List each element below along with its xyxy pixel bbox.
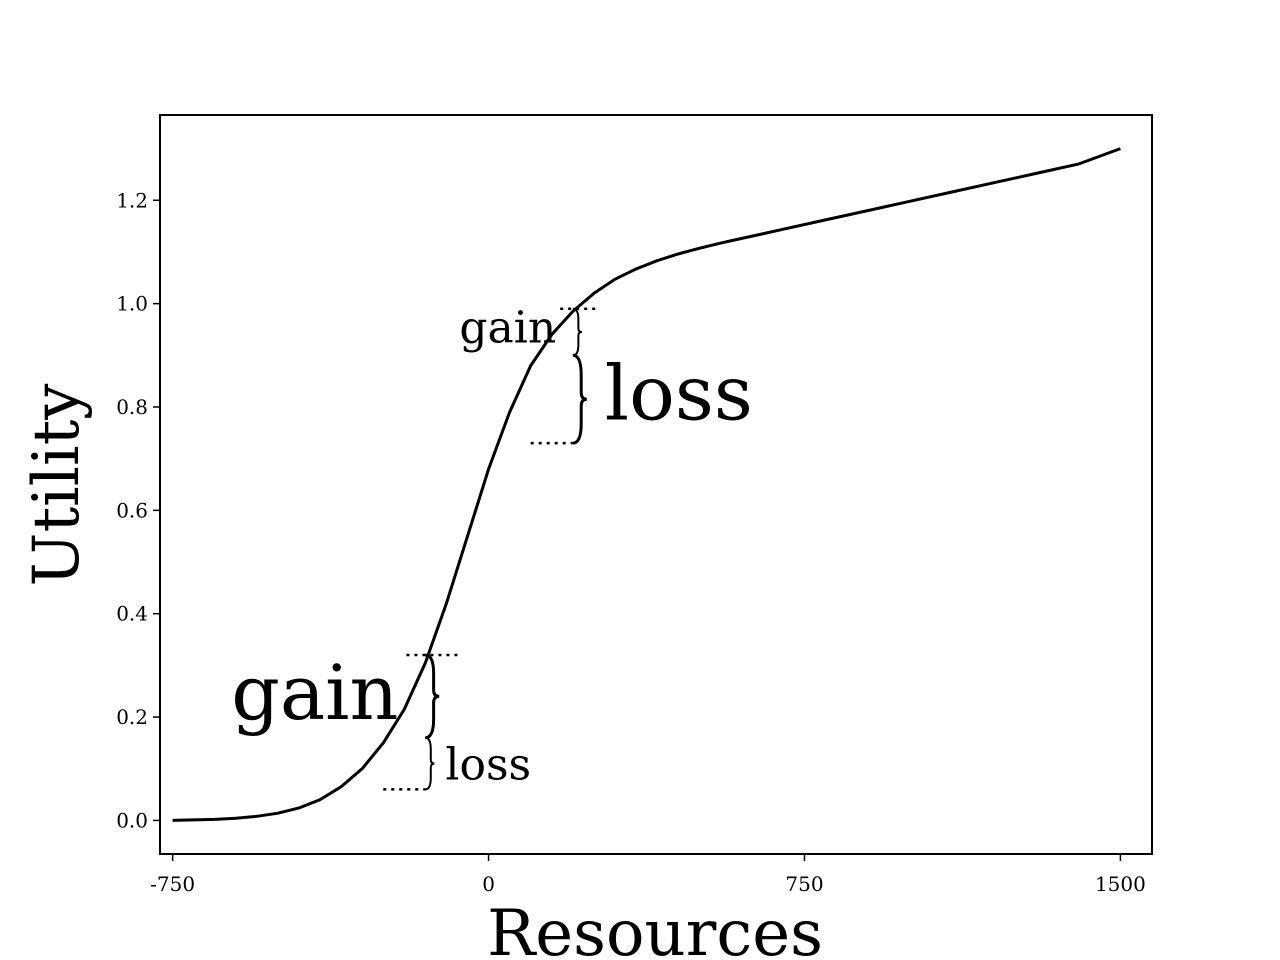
y-tick-label: 0.4 xyxy=(116,602,148,626)
x-tick-label: 0 xyxy=(482,872,495,896)
annotation-loss: loss xyxy=(605,348,753,437)
utility-curve-line xyxy=(172,147,1121,822)
y-tick-label: 0.0 xyxy=(116,808,148,832)
x-tick-label: 1500 xyxy=(1095,872,1146,896)
y-tick-label: 1.2 xyxy=(116,188,148,212)
annotations: gain loss gain loss xyxy=(231,303,753,791)
y-axis-label: Utility xyxy=(20,384,94,587)
x-tick-label: 750 xyxy=(785,872,823,896)
annotation-brace xyxy=(425,736,435,791)
annotation-loss: loss xyxy=(445,739,531,790)
x-axis-ticks: -750 0 750 1500 xyxy=(150,854,1146,896)
y-tick-label: 0.6 xyxy=(116,498,148,522)
annotation-gain: gain xyxy=(459,303,556,354)
annotation-brace xyxy=(572,353,587,445)
plot-frame xyxy=(159,114,1153,855)
annotation-brace xyxy=(572,307,583,357)
y-tick-label: 1.0 xyxy=(116,292,148,316)
x-axis-label: Resources xyxy=(487,897,823,960)
y-axis-ticks: 0.0 0.2 0.4 0.6 0.8 1.0 1.2 xyxy=(116,188,160,832)
annotation-gain: gain xyxy=(231,648,398,737)
annotation-brace xyxy=(425,653,440,740)
x-tick-label: -750 xyxy=(150,872,195,896)
y-tick-label: 0.8 xyxy=(116,395,148,419)
y-tick-label: 0.2 xyxy=(116,705,148,729)
